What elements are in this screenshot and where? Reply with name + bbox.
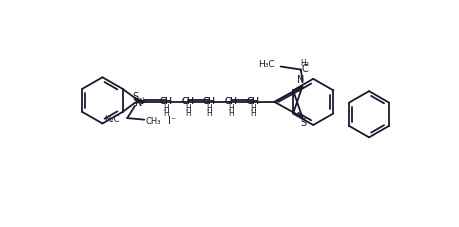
Text: N: N (297, 75, 304, 85)
Text: CH: CH (202, 97, 215, 106)
Text: CH: CH (159, 97, 172, 106)
Text: CH: CH (224, 97, 237, 106)
Text: S: S (132, 92, 138, 102)
Text: CH: CH (181, 97, 194, 106)
Text: C: C (301, 64, 308, 74)
Text: H₂: H₂ (300, 59, 308, 68)
Text: H₂C: H₂C (104, 115, 119, 124)
Text: CH₃: CH₃ (146, 117, 161, 126)
Text: H: H (228, 109, 234, 118)
Text: N: N (135, 99, 142, 109)
Text: CH: CH (246, 97, 259, 106)
Text: H: H (228, 104, 234, 113)
Text: H: H (206, 109, 212, 118)
Text: H: H (249, 109, 255, 118)
Text: +: + (139, 96, 146, 105)
Text: CH: CH (224, 97, 237, 106)
Text: CH: CH (159, 97, 172, 106)
Text: H₃C: H₃C (257, 60, 274, 69)
Text: CH: CH (202, 97, 215, 106)
Text: H: H (249, 104, 255, 113)
Text: H: H (185, 109, 190, 118)
Text: S: S (300, 118, 306, 128)
Text: I⁻: I⁻ (168, 116, 176, 126)
Text: H: H (206, 104, 212, 113)
Text: H: H (163, 104, 168, 113)
Text: CH: CH (181, 97, 194, 106)
Text: CH: CH (246, 97, 259, 106)
Text: H: H (185, 104, 190, 113)
Text: H: H (163, 109, 168, 118)
